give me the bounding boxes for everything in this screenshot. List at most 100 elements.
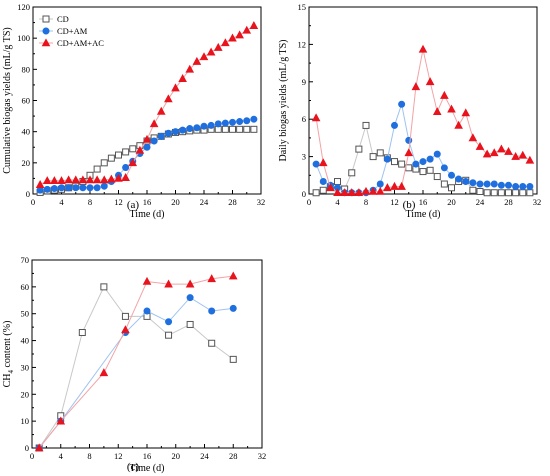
data-point <box>228 271 238 280</box>
data-point <box>78 175 88 184</box>
data-point <box>454 120 463 129</box>
data-point <box>157 132 165 140</box>
data-point <box>64 175 73 184</box>
y-tick-label: 70 <box>21 255 30 265</box>
legend-label: CD <box>57 14 69 24</box>
data-point <box>525 155 535 164</box>
data-point <box>229 304 237 312</box>
data-point <box>171 83 180 92</box>
y-tick-label: 60 <box>22 96 31 106</box>
data-point <box>71 175 81 184</box>
data-point <box>221 38 230 47</box>
data-point <box>383 155 391 163</box>
data-point <box>99 368 109 377</box>
data-point <box>405 164 413 172</box>
data-point <box>213 42 223 51</box>
data-point <box>340 188 349 197</box>
data-point <box>236 125 244 133</box>
data-point <box>206 47 216 56</box>
data-point <box>347 188 357 197</box>
data-point <box>319 178 327 186</box>
y-tick-label: 0 <box>302 189 306 199</box>
data-point <box>207 274 216 283</box>
data-point <box>143 143 151 151</box>
data-point <box>419 168 427 176</box>
series-2 <box>35 21 259 188</box>
chart-panel-2: 0 4 8 12 16 20 24 28 32 0 10 20 30 40 50 60 70 Time (d) CH… <box>2 255 266 474</box>
y-axis-title-part: CH <box>2 374 13 388</box>
x-tick-label: 24 <box>476 197 485 207</box>
data-point <box>376 180 384 188</box>
series-2 <box>311 44 535 197</box>
x-axis-title: Time (d) <box>130 209 165 220</box>
data-point <box>129 145 137 153</box>
series-0 <box>35 283 237 452</box>
data-point <box>122 148 130 156</box>
data-point <box>368 186 378 195</box>
data-point <box>512 189 520 197</box>
data-point <box>519 183 527 191</box>
data-point <box>383 183 392 192</box>
data-point <box>398 100 406 108</box>
data-point <box>42 176 52 185</box>
data-point <box>405 136 413 144</box>
data-point <box>150 137 158 145</box>
data-point <box>468 133 478 142</box>
y-tick-label: 20 <box>22 158 31 168</box>
data-point <box>511 151 520 160</box>
data-point <box>469 179 477 187</box>
x-tick-label: 8 <box>87 451 91 461</box>
data-point <box>333 188 342 197</box>
data-point <box>50 185 58 193</box>
data-point <box>165 331 173 339</box>
data-point <box>369 153 377 161</box>
data-point <box>489 148 499 157</box>
data-point <box>483 180 491 188</box>
data-point <box>115 151 122 159</box>
data-point <box>412 160 420 168</box>
data-point <box>426 166 434 174</box>
data-point <box>178 74 187 82</box>
data-point <box>361 186 371 195</box>
data-point <box>199 52 209 61</box>
x-tick-label: 32 <box>257 197 266 207</box>
data-point <box>186 294 194 302</box>
chart-panel-1: 0 4 8 12 16 20 24 28 32 0 3 6 9 12 15 Time (d) Daily bio… <box>278 2 541 220</box>
data-point <box>235 30 244 39</box>
data-point <box>497 181 505 189</box>
data-point <box>207 121 215 129</box>
data-point <box>390 121 398 129</box>
data-point <box>497 189 505 197</box>
legend-marker <box>41 38 51 47</box>
x-tick-label: 4 <box>335 197 340 207</box>
data-point <box>469 186 477 194</box>
data-point <box>433 173 441 181</box>
x-tick-label: 12 <box>114 451 123 461</box>
data-point <box>476 188 484 196</box>
x-tick-label: 8 <box>364 197 368 207</box>
y-tick-label: 20 <box>21 389 30 399</box>
data-point <box>86 184 94 192</box>
data-point <box>490 180 498 188</box>
data-point <box>311 113 321 122</box>
x-tick-label: 28 <box>228 197 237 207</box>
data-point <box>355 145 363 153</box>
y-tick-label: 9 <box>302 77 306 87</box>
x-tick-label: 32 <box>258 451 267 461</box>
y-axis-title: Daily biogas yields (mL/g TS) <box>278 39 289 161</box>
data-point <box>179 126 187 134</box>
data-point <box>312 189 320 197</box>
data-point <box>348 169 356 177</box>
data-point <box>362 121 370 129</box>
series-line <box>38 275 234 449</box>
data-point <box>72 184 80 192</box>
data-point <box>425 77 435 86</box>
data-point <box>326 183 335 192</box>
x-tick-label: 28 <box>229 451 238 461</box>
data-point <box>92 175 102 184</box>
data-point <box>208 339 216 347</box>
data-point <box>526 189 534 197</box>
data-point <box>397 181 406 190</box>
x-tick-label: 16 <box>419 197 428 207</box>
data-point <box>375 186 385 195</box>
